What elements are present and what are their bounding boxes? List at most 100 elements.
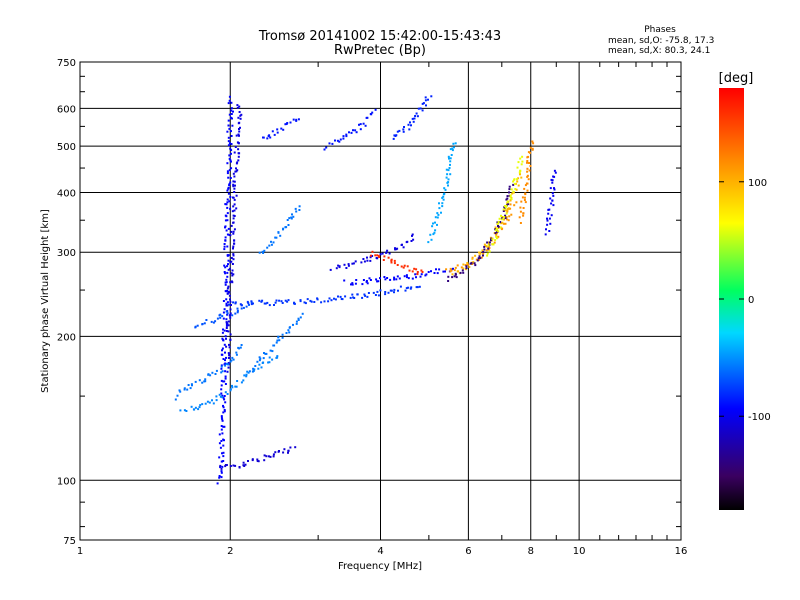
- scatter-point: [220, 379, 223, 382]
- scatter-point: [390, 289, 393, 292]
- scatter-point: [268, 244, 271, 247]
- scatter-point: [306, 298, 309, 301]
- scatter-point: [235, 351, 238, 354]
- scatter-point: [436, 223, 438, 226]
- scatter-point: [220, 388, 223, 391]
- scatter-point: [214, 373, 217, 375]
- scatter-point: [292, 215, 295, 218]
- scatter-point: [220, 476, 223, 479]
- scatter-point: [420, 273, 423, 276]
- scatter-point: [226, 312, 229, 315]
- scatter-point: [477, 257, 480, 260]
- scatter-point: [554, 171, 557, 174]
- scatter-point: [227, 227, 230, 230]
- scatter-point: [524, 201, 527, 204]
- scatter-point: [224, 239, 227, 242]
- axis-ticks: 1 2 4 6 8 10 16 75 100 200 300 400 500 600 750: [57, 58, 687, 557]
- scatter-point: [402, 130, 405, 133]
- scatter-point: [240, 381, 243, 384]
- scatter-point: [207, 373, 210, 376]
- scatter-point: [183, 387, 186, 390]
- scatter-point: [551, 192, 554, 195]
- scatter-point: [369, 256, 372, 259]
- scatter-point: [329, 268, 332, 271]
- scatter-point: [392, 137, 395, 140]
- scatter-point: [223, 343, 226, 346]
- scatter-point: [471, 256, 474, 259]
- scatter-point: [299, 316, 302, 319]
- scatter-point: [224, 335, 227, 338]
- scatter-point: [417, 107, 420, 110]
- scatter-point: [209, 374, 212, 377]
- scatter-point: [490, 237, 493, 240]
- chart-title: Tromsø 20141002 15:42:00-15:43:43: [258, 29, 501, 44]
- scatter-point: [507, 219, 510, 222]
- scatter-point: [233, 209, 236, 212]
- scatter-point: [233, 187, 236, 190]
- scatter-point: [229, 298, 231, 301]
- scatter-point: [303, 301, 306, 304]
- scatter-point: [527, 155, 530, 158]
- scatter-point: [228, 169, 231, 172]
- scatter-point: [262, 136, 265, 139]
- chart-subtitle: RwPretec (Bp): [334, 43, 426, 58]
- scatter-point: [227, 362, 230, 364]
- scatter-point: [402, 128, 405, 131]
- scatter-point: [519, 170, 522, 172]
- scatter-point: [229, 261, 232, 264]
- scatter-point: [444, 270, 446, 273]
- scatter-point: [224, 465, 227, 468]
- scatter-point: [238, 128, 240, 130]
- scatter-point: [230, 304, 232, 306]
- scatter-point: [529, 151, 532, 154]
- y-tick-label: 200: [57, 332, 76, 343]
- scatter-point: [446, 181, 449, 184]
- scatter-point: [226, 313, 229, 316]
- scatter-point: [230, 257, 233, 259]
- scatter-point: [510, 188, 513, 191]
- scatter-point: [221, 337, 224, 340]
- scatter-point: [377, 294, 380, 297]
- scatter-point: [234, 302, 237, 305]
- scatter-point: [503, 216, 506, 219]
- scatter-point: [429, 233, 432, 236]
- scatter-point: [526, 175, 529, 178]
- scatter-point: [395, 248, 398, 251]
- scatter-point: [250, 303, 253, 306]
- scatter-points: [174, 95, 557, 485]
- scatter-point: [513, 178, 516, 181]
- scatter-point: [227, 320, 230, 323]
- scatter-point: [420, 269, 423, 272]
- scatter-point: [257, 367, 260, 370]
- scatter-point: [251, 458, 254, 461]
- scatter-point: [237, 116, 240, 119]
- scatter-point: [351, 282, 354, 285]
- scatter-point: [288, 326, 291, 329]
- scatter-point: [402, 246, 405, 249]
- scatter-point: [454, 142, 457, 145]
- scatter-point: [234, 464, 237, 467]
- scatter-point: [517, 177, 520, 180]
- scatter-point: [454, 272, 457, 275]
- scatter-point: [224, 362, 227, 365]
- scatter-point: [198, 379, 201, 382]
- scatter-point: [529, 165, 532, 167]
- scatter-point: [236, 309, 239, 312]
- scatter-point: [433, 231, 436, 234]
- colorbar-tick-label: 100: [748, 178, 767, 189]
- scatter-point: [201, 403, 204, 406]
- scatter-point: [229, 196, 232, 198]
- y-tick-label: 100: [57, 476, 76, 487]
- scatter-point: [272, 455, 275, 458]
- scatter-point: [226, 198, 229, 201]
- scatter-point: [275, 299, 278, 302]
- scatter-point: [297, 319, 300, 321]
- scatter-point: [512, 183, 515, 186]
- scatter-point: [415, 268, 418, 271]
- scatter-point: [478, 255, 481, 258]
- scatter-point: [376, 290, 379, 293]
- scatter-point: [252, 302, 254, 305]
- scatter-point: [393, 278, 396, 281]
- scatter-point: [385, 251, 388, 254]
- scatter-point: [449, 163, 451, 166]
